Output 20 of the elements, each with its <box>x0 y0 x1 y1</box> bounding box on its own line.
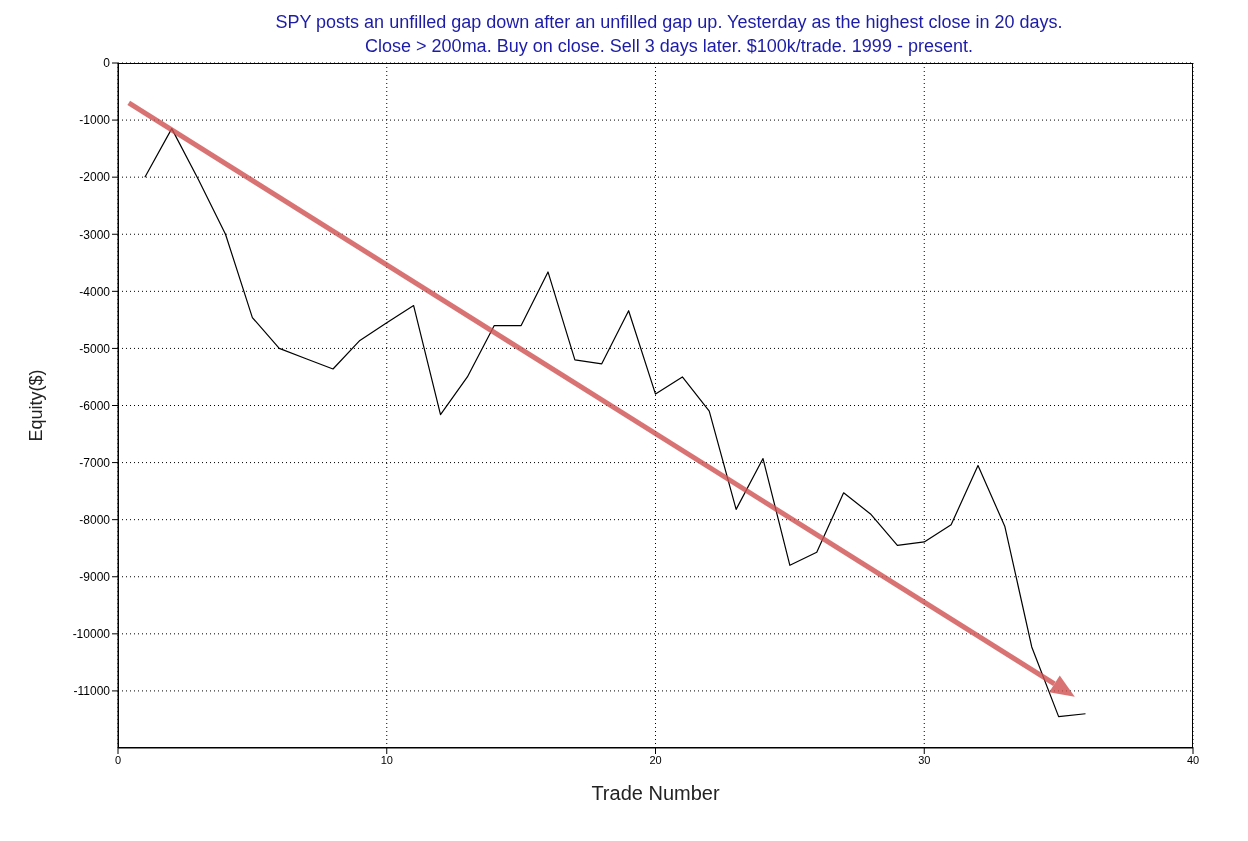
y-tick-label: -4000 <box>79 284 111 299</box>
y-tick-label: -8000 <box>79 512 111 527</box>
y-tick-label: -7000 <box>79 455 111 470</box>
x-tick-label: 10 <box>380 753 393 766</box>
y-tick-label: -11000 <box>73 684 111 699</box>
y-tick-label: -2000 <box>79 170 111 185</box>
y-tick-label: -6000 <box>79 398 111 413</box>
y-tick-label: -1000 <box>79 113 111 128</box>
y-tick-label: 0 <box>103 56 111 71</box>
y-axis-title: Equity($) <box>26 369 47 442</box>
y-tick-label: -9000 <box>79 570 111 585</box>
x-tick-label: 40 <box>1186 753 1200 766</box>
x-tick-label: 0 <box>114 753 122 766</box>
x-tick-label: 30 <box>918 753 931 766</box>
x-tick-label: 20 <box>649 753 662 766</box>
y-tick-label: -5000 <box>79 341 111 356</box>
chart-title: SPY posts an unfilled gap down after an unfilled gap up. Yesterday as the highest close in 20 days. Close > 200ma. Buy on close. Sell 3 days later. $100k/trade. 1999 - present. <box>274 11 1064 58</box>
x-axis-title: Trade Number <box>591 782 720 804</box>
y-tick-label: -3000 <box>79 227 111 242</box>
y-tick-label: -10000 <box>72 627 111 642</box>
